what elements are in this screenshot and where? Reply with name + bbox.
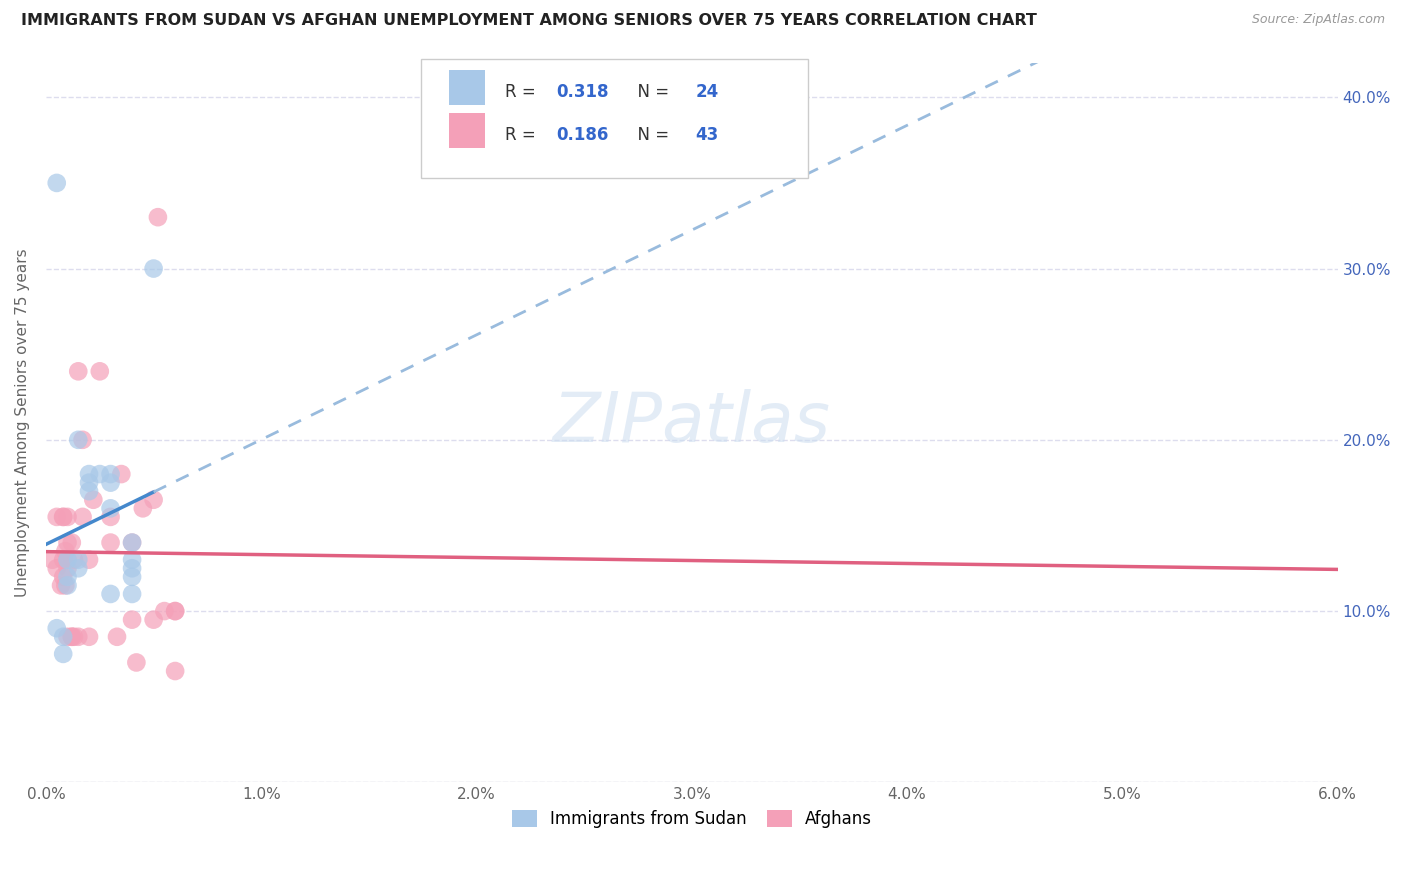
- Point: [45, 621, 67, 635]
- Point: [89, 364, 111, 378]
- Text: N =: N =: [627, 83, 675, 101]
- Point: [77, 484, 100, 499]
- Point: [72, 509, 94, 524]
- Text: 0.186: 0.186: [557, 126, 609, 144]
- Point: [132, 501, 155, 516]
- Text: R =: R =: [505, 83, 540, 101]
- Point: [82, 492, 104, 507]
- Point: [56, 570, 79, 584]
- Point: [52, 647, 75, 661]
- FancyBboxPatch shape: [449, 70, 485, 104]
- Point: [56, 552, 79, 566]
- Point: [45, 561, 67, 575]
- Point: [52, 630, 75, 644]
- Point: [100, 587, 122, 601]
- Point: [121, 535, 143, 549]
- Point: [60, 630, 83, 644]
- Text: N =: N =: [627, 126, 675, 144]
- Text: 0.318: 0.318: [557, 83, 609, 101]
- Point: [56, 630, 79, 644]
- Point: [100, 509, 122, 524]
- Point: [56, 561, 79, 575]
- Point: [121, 613, 143, 627]
- Point: [67, 433, 90, 447]
- Point: [142, 613, 165, 627]
- Point: [45, 176, 67, 190]
- Point: [165, 604, 187, 618]
- Point: [121, 552, 143, 566]
- Point: [77, 467, 100, 481]
- Legend: Immigrants from Sudan, Afghans: Immigrants from Sudan, Afghans: [505, 804, 879, 835]
- Point: [56, 552, 79, 566]
- Point: [146, 210, 169, 224]
- Point: [52, 552, 75, 566]
- Point: [72, 433, 94, 447]
- Point: [165, 664, 187, 678]
- Point: [100, 467, 122, 481]
- Text: IMMIGRANTS FROM SUDAN VS AFGHAN UNEMPLOYMENT AMONG SENIORS OVER 75 YEARS CORRELA: IMMIGRANTS FROM SUDAN VS AFGHAN UNEMPLOY…: [21, 13, 1038, 29]
- Point: [110, 467, 132, 481]
- Point: [121, 570, 143, 584]
- Point: [60, 535, 83, 549]
- Point: [100, 535, 122, 549]
- Point: [53, 544, 76, 558]
- Point: [56, 535, 79, 549]
- Text: 43: 43: [696, 126, 718, 144]
- Point: [100, 475, 122, 490]
- Point: [52, 509, 75, 524]
- Point: [67, 561, 90, 575]
- Point: [56, 578, 79, 592]
- Point: [121, 535, 143, 549]
- Point: [153, 604, 176, 618]
- Point: [60, 630, 83, 644]
- Point: [49, 578, 72, 592]
- Point: [77, 630, 100, 644]
- Point: [67, 364, 90, 378]
- Point: [105, 630, 128, 644]
- Point: [45, 509, 67, 524]
- Point: [56, 509, 79, 524]
- FancyBboxPatch shape: [420, 60, 808, 178]
- Point: [121, 587, 143, 601]
- Point: [63, 630, 86, 644]
- Point: [125, 656, 148, 670]
- Point: [100, 501, 122, 516]
- Point: [67, 552, 90, 566]
- Text: 24: 24: [696, 83, 718, 101]
- Point: [77, 552, 100, 566]
- Point: [41, 552, 63, 566]
- Text: ZIPatlas: ZIPatlas: [553, 389, 831, 456]
- Point: [52, 509, 75, 524]
- Text: Source: ZipAtlas.com: Source: ZipAtlas.com: [1251, 13, 1385, 27]
- Point: [52, 570, 75, 584]
- Point: [53, 578, 76, 592]
- Text: R =: R =: [505, 126, 540, 144]
- Y-axis label: Unemployment Among Seniors over 75 years: Unemployment Among Seniors over 75 years: [15, 248, 30, 597]
- Point: [77, 475, 100, 490]
- Point: [142, 261, 165, 276]
- Point: [121, 561, 143, 575]
- Point: [89, 467, 111, 481]
- Point: [165, 604, 187, 618]
- Point: [142, 492, 165, 507]
- Point: [67, 630, 90, 644]
- Point: [63, 552, 86, 566]
- FancyBboxPatch shape: [449, 113, 485, 148]
